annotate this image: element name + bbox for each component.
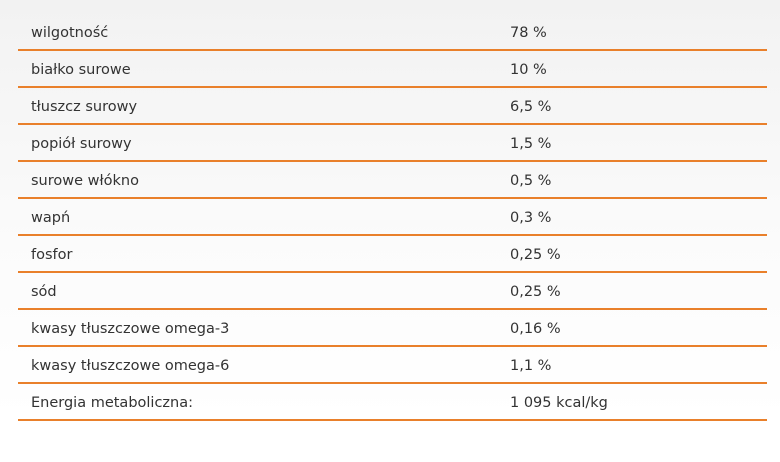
table-row: wilgotność 78 % [18,14,767,51]
nutrient-name: kwasy tłuszczowe omega-6 [31,358,230,374]
nutrient-name: wilgotność [31,25,109,41]
table-row: surowe włókno 0,5 % [18,162,767,199]
nutrient-value: 0,5 % [510,173,552,189]
nutrient-value: 78 % [510,25,547,41]
table-row: sód 0,25 % [18,273,767,310]
table-row: białko surowe 10 % [18,51,767,88]
nutrient-name: kwasy tłuszczowe omega-3 [31,321,230,337]
table-row: Energia metaboliczna: 1 095 kcal/kg [18,384,767,421]
table-row: wapń 0,3 % [18,199,767,236]
nutrient-name: tłuszcz surowy [31,99,138,115]
nutrient-value: 10 % [510,62,547,78]
nutrient-value: 1,5 % [510,136,552,152]
table-row: kwasy tłuszczowe omega-6 1,1 % [18,347,767,384]
nutrient-name: surowe włókno [31,173,139,189]
nutrient-name: Energia metaboliczna: [31,395,193,411]
nutrient-value: 0,25 % [510,284,561,300]
nutrient-name: popiół surowy [31,136,132,152]
table-row: popiół surowy 1,5 % [18,125,767,162]
nutrient-value: 0,25 % [510,247,561,263]
nutrient-name: wapń [31,210,71,226]
nutrient-name: sód [31,284,57,300]
table-row: kwasy tłuszczowe omega-3 0,16 % [18,310,767,347]
table-row: tłuszcz surowy 6,5 % [18,88,767,125]
nutrient-name: fosfor [31,247,73,263]
nutrient-name: białko surowe [31,62,131,78]
nutrient-value: 1 095 kcal/kg [510,395,608,411]
table-row: fosfor 0,25 % [18,236,767,273]
nutrient-value: 1,1 % [510,358,552,374]
nutrient-value: 0,3 % [510,210,552,226]
nutrition-table: wilgotność 78 % białko surowe 10 % tłusz… [18,14,767,421]
nutrient-value: 0,16 % [510,321,561,337]
nutrient-value: 6,5 % [510,99,552,115]
